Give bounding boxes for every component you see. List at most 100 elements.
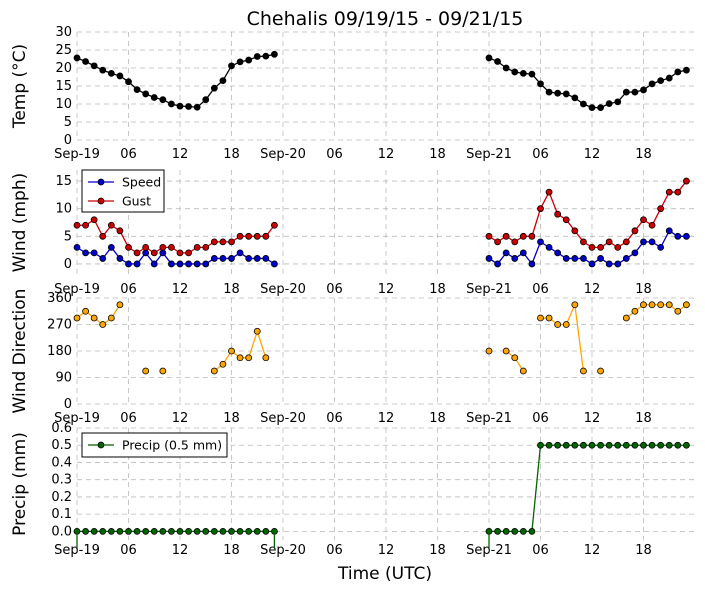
x-tick-label: 12 xyxy=(378,411,395,426)
x-tick-label: 06 xyxy=(326,543,343,558)
series-line xyxy=(76,53,275,108)
chart-title: Chehalis 09/19/15 - 09/21/15 xyxy=(247,8,524,30)
y-tick-label: 30 xyxy=(55,25,72,40)
data-point xyxy=(219,255,227,262)
y-tick-label: 0.0 xyxy=(51,524,72,539)
data-point xyxy=(236,354,244,362)
data-point xyxy=(262,232,270,240)
data-point xyxy=(571,301,579,309)
data-point xyxy=(90,216,98,224)
data-point xyxy=(245,232,253,240)
data-point xyxy=(674,188,682,196)
x-tick-label: Sep-19 xyxy=(54,282,100,297)
y-axis-label: Temp (°C) xyxy=(10,44,30,129)
y-tick-label: 15 xyxy=(55,174,72,189)
x-tick-label: 18 xyxy=(635,411,652,426)
y-tick-label: 20 xyxy=(55,61,72,76)
x-tick-label: 06 xyxy=(326,282,343,297)
data-point xyxy=(202,527,210,535)
data-point xyxy=(202,96,210,104)
x-tick-label: 06 xyxy=(532,411,549,426)
y-tick-label: 10 xyxy=(55,97,72,112)
data-point xyxy=(253,53,261,60)
data-point xyxy=(631,249,639,257)
data-point xyxy=(159,367,167,375)
data-point xyxy=(511,255,519,262)
data-point xyxy=(271,260,278,268)
y-tick-label: 0.2 xyxy=(51,490,72,505)
data-point xyxy=(142,243,150,251)
data-point xyxy=(597,441,604,449)
x-tick-label: Sep-21 xyxy=(466,282,512,297)
x-tick-label: 18 xyxy=(429,147,446,162)
data-point xyxy=(262,354,270,362)
data-point xyxy=(150,260,158,268)
data-point xyxy=(631,88,639,96)
legend-marker xyxy=(97,197,105,205)
data-point xyxy=(193,243,201,251)
data-point xyxy=(502,232,510,240)
data-point xyxy=(519,232,527,240)
data-point xyxy=(90,314,98,322)
x-tick-label: 18 xyxy=(429,282,446,297)
data-point xyxy=(494,260,501,268)
x-tick-label: Sep-20 xyxy=(260,147,306,162)
x-tick-label: Sep-21 xyxy=(466,543,512,558)
series-0 xyxy=(73,50,690,111)
data-point xyxy=(73,527,81,535)
data-point xyxy=(142,90,150,98)
data-point xyxy=(648,301,656,309)
data-point xyxy=(665,74,673,82)
data-point xyxy=(554,89,562,97)
data-point xyxy=(545,188,553,196)
y-tick-label: 5 xyxy=(64,229,72,244)
data-point xyxy=(580,367,587,375)
data-point xyxy=(545,441,553,449)
data-point xyxy=(640,441,647,449)
data-point xyxy=(554,210,562,218)
data-point xyxy=(605,238,613,246)
data-point xyxy=(597,367,604,375)
x-tick-label: Sep-20 xyxy=(260,543,306,558)
data-point xyxy=(185,249,192,257)
x-tick-label: 06 xyxy=(120,543,137,558)
data-point xyxy=(133,260,141,268)
data-point xyxy=(82,527,89,535)
series-precip-0-5-mm- xyxy=(73,441,690,535)
x-tick-label: 18 xyxy=(223,543,240,558)
precip-panel: 0.0 0.1 0.2 0.3 0.4 0.5 0.6 Sep-19 06 12 18 Sep-20 0… xyxy=(10,421,695,558)
legend-label: Speed xyxy=(122,175,161,190)
data-point xyxy=(236,527,244,535)
data-point xyxy=(485,255,493,262)
data-point xyxy=(116,72,124,80)
data-point xyxy=(519,249,527,257)
x-tick-label: 12 xyxy=(172,282,189,297)
data-point xyxy=(185,103,192,110)
data-point xyxy=(648,238,656,246)
x-tick-label: 06 xyxy=(326,147,343,162)
data-point xyxy=(99,232,107,240)
data-point xyxy=(640,238,647,246)
x-tick-label: 06 xyxy=(532,282,549,297)
data-point xyxy=(554,441,562,449)
data-point xyxy=(133,249,141,257)
x-tick-label: 18 xyxy=(223,147,240,162)
data-point xyxy=(176,249,184,257)
series-line xyxy=(489,444,687,533)
legend: Speed Gust xyxy=(81,169,165,213)
panels: 0 5 10 15 20 25 30 Sep-19 06 12 18 Sep-20 06 12 18 Sep-… xyxy=(10,25,695,558)
data-point xyxy=(614,98,622,106)
x-tick-label: 18 xyxy=(223,282,240,297)
x-tick-label: 12 xyxy=(584,282,601,297)
data-point xyxy=(537,80,544,88)
y-tick-label: 0 xyxy=(64,257,72,272)
data-point xyxy=(150,249,158,257)
data-point xyxy=(683,177,690,185)
data-point xyxy=(262,527,270,535)
data-point xyxy=(657,205,665,213)
data-point xyxy=(210,84,218,92)
x-tick-label: 12 xyxy=(584,147,601,162)
x-tick-label: 18 xyxy=(429,543,446,558)
data-point xyxy=(571,441,579,449)
data-point xyxy=(485,54,493,62)
